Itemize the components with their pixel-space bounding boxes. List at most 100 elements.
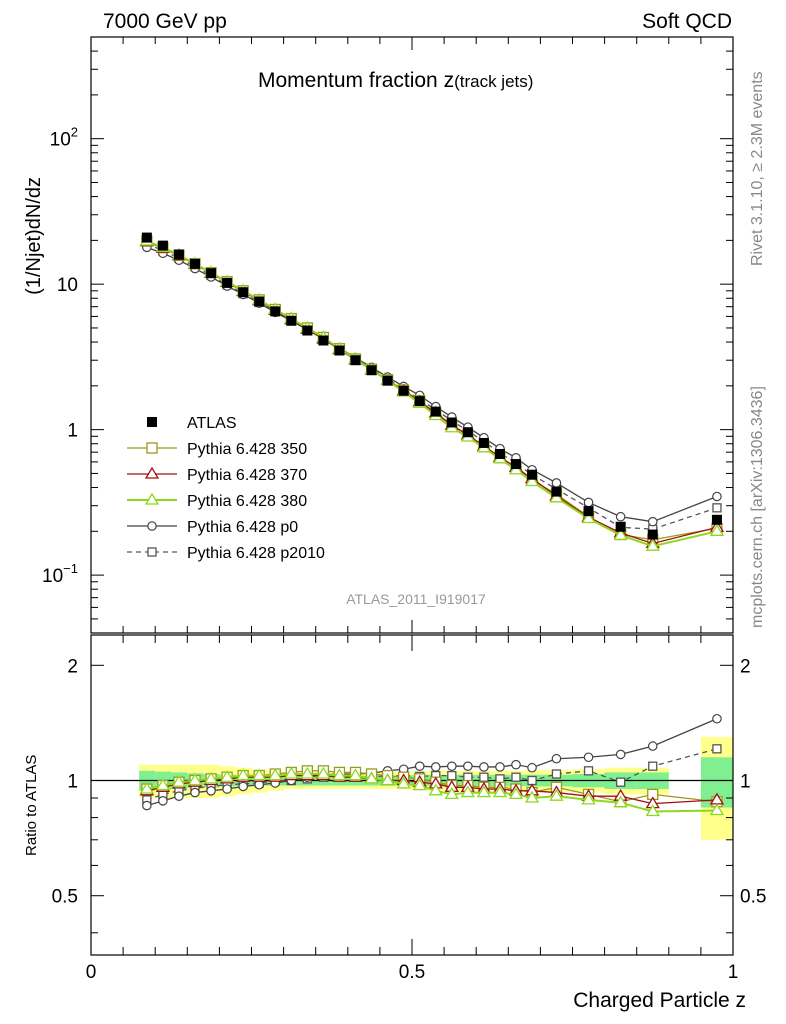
point-atlas (398, 385, 409, 396)
point-atlas (511, 459, 522, 470)
y-tick-label-main: 1 (67, 421, 78, 442)
ratio-point-pythia-6-428-380 (300, 766, 315, 779)
ratio-point-pythia-6-428-p0 (712, 713, 722, 724)
y-tick-label-main: 102 (50, 125, 78, 151)
ratio-point-pythia-6-428-p2010 (551, 769, 562, 779)
ratio-point-pythia-6-428-380 (444, 787, 459, 800)
point-atlas (206, 268, 217, 279)
ratio-line-pythia-6-428-p2010 (146, 748, 718, 801)
point-atlas (446, 417, 457, 428)
legend-label-pythia-6-428-p2010: Pythia 6.428 p2010 (187, 545, 325, 562)
point-pythia-6-428-p0 (615, 511, 626, 522)
point-atlas (238, 287, 249, 298)
y-tick-label-ratio-left: 0.5 (52, 887, 78, 908)
ratio-point-pythia-6-428-p2010 (616, 777, 626, 787)
ratio-point-pythia-6-428-p0 (495, 762, 505, 772)
y-tick-label-ratio-left: 2 (67, 656, 78, 677)
ratio-point-pythia-6-428-p2010 (648, 761, 658, 771)
ratio-point-pythia-6-428-380 (709, 803, 725, 816)
legend-marker-atlas (147, 417, 157, 427)
legend-label-atlas: ATLAS (187, 415, 237, 432)
legend-marker-pythia-6-428-370 (144, 466, 160, 479)
analysis-watermark: ATLAS_2011_I919017 (346, 591, 486, 607)
main-panel: 10−1 1 10 102 (1/Njet)dN/dz Momentum fraction… (23, 36, 734, 634)
ratio-point-pythia-6-428-380 (252, 768, 267, 781)
point-pythia-6-428-p2010 (712, 503, 722, 513)
point-atlas (551, 486, 562, 497)
ratio-point-pythia-6-428-380 (380, 773, 395, 786)
y-axis-label-main: (1/Njet)dN/dz (23, 177, 45, 295)
ratio-point-pythia-6-428-p0 (551, 753, 562, 764)
ratio-point-pythia-6-428-380 (139, 781, 155, 794)
ratio-point-pythia-6-428-380 (203, 771, 219, 784)
ratio-point-pythia-6-428-p0 (463, 761, 473, 771)
ratio-point-pythia-6-428-p2010 (527, 775, 537, 786)
point-pythia-6-428-p0 (647, 516, 658, 527)
ratio-point-pythia-6-428-p0 (647, 741, 658, 751)
y-tick-label-ratio-right: 1 (740, 772, 751, 793)
ratio-point-pythia-6-428-380 (155, 778, 171, 791)
point-atlas (302, 325, 313, 336)
ratio-point-pythia-6-428-380 (284, 766, 299, 779)
legend-label-pythia-6-428-370: Pythia 6.428 370 (187, 467, 307, 484)
point-atlas (366, 365, 377, 376)
ratio-point-pythia-6-428-380 (348, 768, 363, 781)
legend-label-pythia-6-428-350: Pythia 6.428 350 (187, 441, 307, 458)
point-pythia-6-428-p0 (583, 497, 594, 508)
chart-title: Momentum fraction z(track jets) (258, 69, 533, 92)
point-atlas (430, 406, 441, 417)
ratio-series-pythia-6-428-p0 (142, 713, 722, 811)
ratio-point-pythia-6-428-p2010 (479, 772, 489, 782)
y-tick-label-main: 10 (57, 275, 78, 296)
ratio-point-pythia-6-428-p0 (190, 787, 200, 798)
ratio-point-pythia-6-428-p0 (527, 762, 537, 773)
point-pythia-6-428-380 (549, 490, 564, 503)
ratio-point-pythia-6-428-p2010 (712, 744, 722, 754)
point-atlas (318, 335, 329, 346)
point-atlas (222, 277, 233, 288)
ratio-point-pythia-6-428-p0 (174, 791, 184, 801)
ratio-point-pythia-6-428-p2010 (511, 772, 521, 782)
point-atlas (462, 427, 473, 438)
ratio-point-pythia-6-428-380 (316, 766, 331, 779)
ratio-point-pythia-6-428-p0 (206, 785, 216, 796)
y-tick-label-ratio-left: 1 (67, 772, 78, 793)
legend-marker-pythia-6-428-380 (144, 492, 160, 505)
legend-marker-pythia-6-428-p0 (147, 521, 157, 531)
point-pythia-6-428-380 (709, 524, 725, 536)
ratio-point-pythia-6-428-380 (268, 768, 283, 781)
point-pythia-6-428-380 (524, 474, 540, 487)
ratio-point-pythia-6-428-p0 (158, 796, 168, 806)
point-pythia-6-428-380 (581, 511, 596, 524)
point-atlas (382, 375, 393, 386)
ratio-point-pythia-6-428-p0 (479, 762, 489, 772)
point-atlas (254, 296, 265, 307)
ratio-point-pythia-6-428-380 (412, 778, 427, 791)
x-axis-label: Charged Particle z (573, 989, 746, 1012)
ratio-point-pythia-6-428-p0 (447, 761, 457, 771)
point-atlas (190, 258, 201, 269)
ratio-point-pythia-6-428-380 (549, 788, 564, 801)
ratio-series-pythia-6-428-380 (139, 766, 725, 817)
ratio-point-pythia-6-428-p0 (222, 784, 232, 794)
point-atlas (583, 506, 594, 517)
ratio-point-pythia-6-428-380 (187, 773, 203, 786)
ratio-point-pythia-6-428-380 (613, 795, 628, 808)
rivet-label: Rivet 3.1.10, ≥ 2.3M events (749, 71, 766, 266)
point-atlas (157, 240, 168, 251)
point-atlas (286, 315, 297, 326)
point-atlas (334, 345, 345, 356)
legend-label-pythia-6-428-p0: Pythia 6.428 p0 (187, 519, 298, 536)
ratio-point-pythia-6-428-380 (460, 785, 476, 798)
y-tick-label-main: 10−1 (42, 561, 78, 587)
point-atlas (494, 448, 505, 459)
ratio-point-pythia-6-428-380 (428, 783, 443, 796)
ratio-point-pythia-6-428-p0 (583, 752, 594, 763)
ratio-point-pythia-6-428-380 (581, 792, 596, 805)
ratio-point-pythia-6-428-380 (508, 787, 524, 800)
y-axis-label-ratio: Ratio to ATLAS (23, 755, 40, 856)
ratio-panel: 0.5 0.5 1 1 2 2 0 0.5 1 Ratio to ATLAS Charged Par… (23, 634, 766, 1012)
ratio-point-pythia-6-428-380 (524, 790, 540, 803)
y-tick-label-ratio-right: 0.5 (740, 887, 766, 908)
